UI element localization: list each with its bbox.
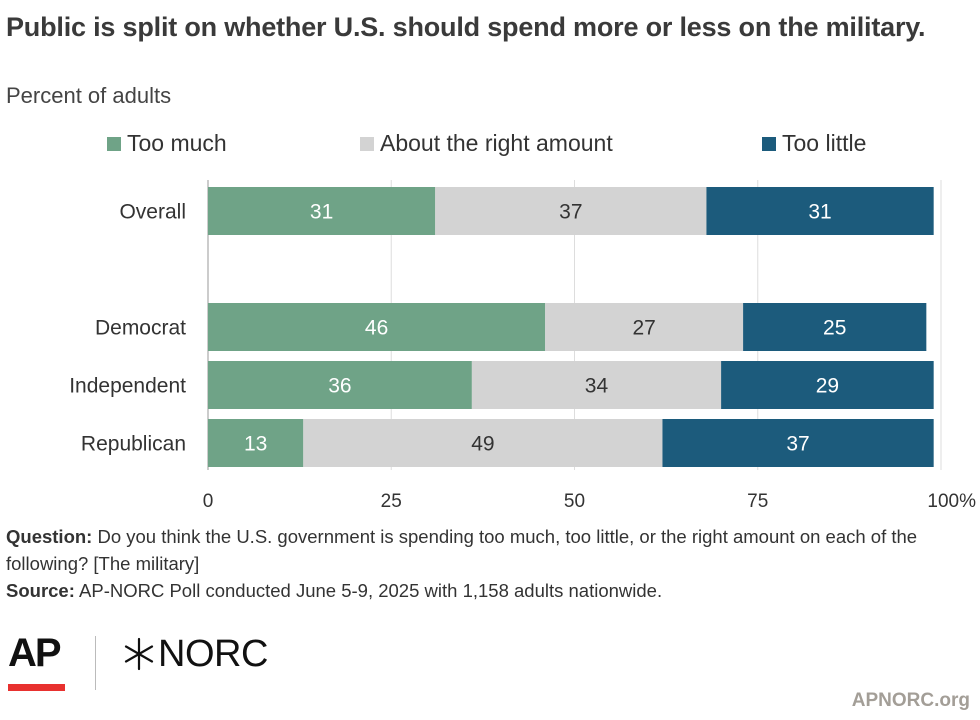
x-tick-label: 0 (203, 491, 214, 512)
bar-democrat-about-the-right-amount (545, 303, 744, 351)
source-note: Source: AP-NORC Poll conducted June 5-9,… (6, 577, 966, 604)
bar-democrat-too-much (208, 303, 546, 351)
data-label-independent-about-the-right-amount: 34 (585, 375, 609, 398)
bar-independent-too-much (208, 361, 472, 409)
bar-overall-too-little (706, 187, 934, 235)
bar-republican-too-little (662, 419, 934, 467)
bar-independent-about-the-right-amount (471, 361, 722, 409)
data-label-republican-about-the-right-amount: 49 (471, 433, 494, 456)
ap-logo: AP (8, 632, 68, 692)
chart-title: Public is split on whether U.S. should s… (6, 12, 926, 42)
source-text: AP-NORC Poll conducted June 5-9, 2025 wi… (74, 580, 663, 601)
legend-item-about-right: About the right amount (360, 130, 613, 157)
stacked-bar-chart: 31 37 31 46 27 25 36 34 29 13 49 37 Overall Democrat… (69, 180, 976, 512)
legend-label-about-right: About the right amount (380, 130, 613, 156)
norc-logo: NORC (122, 632, 268, 676)
x-axis-ticks: 0 25 50 75 100% (203, 491, 976, 512)
legend-swatch-too-much (107, 136, 121, 151)
bar-overall-about-the-right-amount (435, 187, 707, 235)
legend-item-too-little: Too little (762, 130, 866, 157)
x-tick-label: 50 (564, 491, 585, 512)
data-label-overall-too-much: 31 (310, 201, 333, 224)
bars: 31 37 31 46 27 25 36 34 29 13 49 37 (208, 187, 934, 467)
x-tick-label: 75 (747, 491, 768, 512)
question-label: Question: (6, 526, 93, 547)
bar-democrat-too-little (743, 303, 927, 351)
source-label: Source: (6, 580, 75, 601)
legend-label-too-little: Too little (782, 130, 867, 156)
data-label-overall-too-little: 31 (808, 201, 831, 224)
category-label-republican: Republican (81, 433, 186, 456)
question-note: Question: Do you think the U.S. governme… (6, 523, 966, 577)
data-label-democrat-about-the-right-amount: 27 (632, 317, 655, 340)
category-labels: Overall Democrat Independent Republican (69, 201, 186, 456)
bar-republican-too-much (208, 419, 304, 467)
data-label-independent-too-little: 29 (816, 375, 839, 398)
data-label-overall-about-the-right-amount: 37 (559, 201, 582, 224)
logo-divider (95, 636, 96, 690)
data-label-independent-too-much: 36 (328, 375, 351, 398)
data-label-democrat-too-little: 25 (823, 317, 846, 340)
data-label-republican-too-little: 37 (786, 433, 809, 456)
category-label-independent: Independent (69, 375, 186, 398)
ap-logo-underline (8, 684, 65, 691)
category-label-democrat: Democrat (95, 317, 186, 340)
x-tick-label: 25 (381, 491, 402, 512)
chart-subtitle: Percent of adults (6, 83, 172, 108)
norc-logo-text: NORC (158, 633, 268, 675)
legend-swatch-too-little (762, 136, 776, 151)
bar-independent-too-little (721, 361, 934, 409)
legend-swatch-about-right (360, 136, 374, 151)
bar-overall-too-much (208, 187, 436, 235)
ap-logo-text: AP (8, 631, 62, 675)
footer-site-link[interactable]: APNORC.org (851, 690, 970, 711)
legend-label-too-much: Too much (127, 130, 227, 156)
chart-notes: Question: Do you think the U.S. governme… (6, 523, 966, 604)
data-label-republican-too-much: 13 (244, 433, 267, 456)
category-label-overall: Overall (119, 201, 186, 224)
data-label-democrat-too-much: 46 (365, 317, 388, 340)
norc-star-icon (124, 637, 154, 671)
legend-item-too-much: Too much (107, 130, 227, 157)
x-tick-label: 100% (927, 491, 976, 512)
legend: Too much About the right amount Too litt… (0, 130, 980, 160)
bar-republican-about-the-right-amount (303, 419, 663, 467)
question-text: Do you think the U.S. government is spen… (6, 526, 918, 574)
